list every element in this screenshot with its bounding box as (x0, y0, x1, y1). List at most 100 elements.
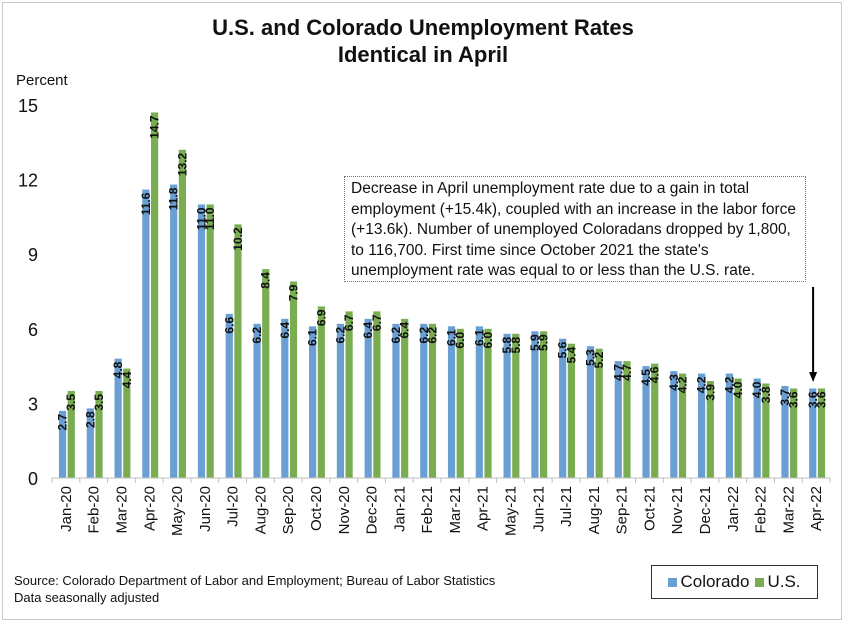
y-tick-label: 15 (18, 96, 38, 116)
legend-label-colorado: Colorado (680, 572, 750, 591)
data-label-colorado: 6.2 (389, 327, 403, 344)
bar-colorado (225, 313, 233, 478)
x-tick-label: Sep-21 (614, 486, 631, 534)
y-tick-label: 12 (18, 171, 38, 191)
bar-us (345, 311, 353, 478)
data-label-colorado: 6.6 (222, 317, 236, 334)
data-label-colorado: 2.8 (83, 411, 97, 428)
annotation-box: Decrease in April unemployment rate due … (344, 176, 806, 282)
bar-us (540, 331, 548, 478)
bar-colorado (114, 358, 122, 478)
data-label-colorado: 5.6 (556, 341, 570, 358)
x-tick-label: Nov-21 (669, 486, 686, 534)
data-labels: 2.7 2.84.811.6 11.811.06.66.2 6.4 6.1 6.2 6.4 6… (56, 115, 829, 430)
x-tick-label: Mar-21 (447, 486, 464, 534)
bar-us (401, 318, 409, 478)
footer-notes: Source: Colorado Department of Labor and… (14, 572, 495, 606)
data-label-colorado: 3.6 (806, 391, 820, 408)
data-label-colorado: 11.6 (139, 192, 153, 215)
bar-colorado (197, 204, 206, 478)
data-label-us: 6.7 (342, 314, 356, 331)
bar-us (623, 361, 631, 478)
bar-us (151, 112, 159, 479)
data-label-us: 3.6 (814, 391, 828, 408)
data-label-colorado: 11.0 (194, 207, 208, 230)
data-label-us: 6.9 (314, 309, 328, 326)
data-label-colorado: 4.2 (722, 376, 736, 393)
x-tick-label: Jun-21 (530, 486, 547, 532)
bar-us (706, 381, 714, 478)
data-label-colorado: 5.9 (528, 334, 542, 351)
x-tick-label: Jul-20 (225, 486, 242, 527)
x-tick-label: Dec-20 (364, 486, 381, 534)
bar-us (595, 348, 603, 478)
data-label-us: 14.7 (148, 115, 162, 139)
bar-colorado (670, 371, 678, 478)
source-text: Source: Colorado Department of Labor and… (14, 573, 496, 588)
bar-us (734, 378, 742, 478)
bar-colorado (781, 385, 789, 478)
bar-colorado (364, 318, 372, 478)
legend-swatch-colorado (668, 577, 678, 587)
data-label-us: 4.4 (120, 371, 134, 388)
data-label-us: 6.0 (453, 331, 467, 348)
bar-colorado (698, 373, 706, 478)
data-label-colorado: 4.8 (111, 361, 125, 378)
data-label-us: 5.8 (509, 336, 523, 353)
bar-colorado (392, 323, 400, 478)
bar-us (262, 269, 270, 478)
x-tick-label: Feb-22 (753, 486, 770, 534)
bar-colorado (753, 378, 761, 478)
data-label-colorado: 5.8 (500, 336, 514, 353)
x-tick-label: Aug-20 (252, 486, 269, 534)
bar-colorado (642, 366, 650, 478)
bar-us (317, 306, 325, 478)
bar-us (178, 149, 186, 478)
bar-colorado (253, 323, 261, 478)
data-label-colorado: 4.0 (750, 381, 764, 398)
bar-colorado (420, 323, 428, 478)
data-label-us: 4.7 (620, 364, 634, 381)
data-label-colorado: 6.4 (278, 322, 292, 339)
bar-colorado (531, 331, 539, 478)
bar-us (456, 328, 464, 478)
bar-colorado (170, 184, 178, 478)
data-label-us: 5.9 (537, 334, 551, 351)
x-tick-label: Jan-21 (391, 486, 408, 532)
bar-us (484, 328, 492, 478)
arrow-head (809, 372, 818, 382)
data-label-us: 3.5 (64, 394, 78, 411)
data-label-us: 4.6 (648, 366, 662, 383)
data-label-us: 4.2 (676, 376, 690, 393)
data-label-colorado: 2.7 (56, 414, 70, 431)
x-tick-label: Dec-21 (697, 486, 714, 534)
bar-colorado (475, 326, 483, 478)
x-tick-label: Feb-21 (419, 486, 436, 534)
bar-colorado (86, 408, 94, 478)
data-label-colorado: 6.1 (445, 329, 459, 346)
x-axis: Jan-20 Feb-20 Mar-20 Apr-20 May-20 Jun-20 Jul-… (51, 477, 831, 536)
chart-title-line-1: U.S. and Colorado Unemployment Rates (212, 15, 634, 40)
data-label-us: 11.0 (203, 207, 217, 230)
x-tick-label: Mar-22 (780, 486, 797, 534)
x-tick-label: Nov-20 (336, 486, 353, 534)
x-tick-label: Apr-20 (141, 486, 158, 531)
x-tick-label: Jan-20 (58, 486, 75, 532)
bar-colorado (614, 361, 622, 478)
bar-us (567, 343, 575, 478)
data-label-us: 5.4 (564, 346, 578, 363)
y-axis-ticks: 0 3 6 9 12 15 (18, 96, 38, 489)
annotation-arrow (809, 287, 818, 382)
data-label-colorado: 6.2 (333, 327, 347, 344)
data-label-colorado: 4.2 (695, 376, 709, 393)
x-tick-label: Jan-22 (725, 486, 742, 532)
data-label-colorado: 4.3 (667, 374, 681, 391)
bar-us (206, 204, 214, 478)
data-label-us: 10.2 (231, 227, 245, 251)
data-label-us: 6.2 (425, 327, 439, 344)
x-tick-label: Oct-21 (641, 486, 658, 531)
seasonal-note: Data seasonally adjusted (14, 590, 160, 605)
data-label-us: 13.2 (175, 152, 189, 176)
bar-us (790, 388, 798, 478)
bar-colorado (309, 326, 317, 478)
